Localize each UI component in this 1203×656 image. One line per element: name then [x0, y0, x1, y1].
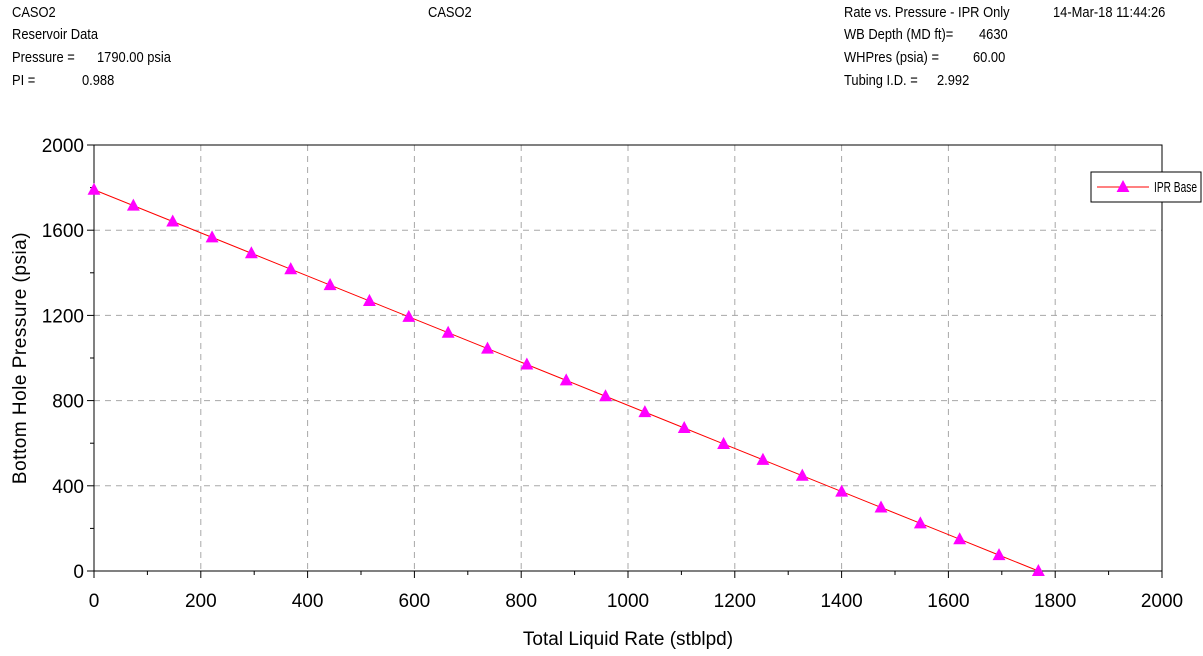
x-tick-label: 1600	[927, 591, 969, 612]
data-point-marker	[717, 436, 731, 449]
header-pi-value: 0.988	[82, 72, 115, 89]
header-pi-label: PI =	[12, 72, 36, 89]
data-point-marker	[953, 532, 967, 545]
data-point-marker	[205, 230, 219, 243]
y-tick-label: 400	[52, 477, 84, 498]
x-tick-label: 600	[399, 591, 431, 612]
y-tick-label: 800	[52, 392, 84, 413]
header-reservoir-data-title: Reservoir Data	[12, 26, 99, 43]
x-tick-label: 2000	[1141, 591, 1183, 612]
header-whpres-value: 60.00	[973, 49, 1006, 66]
data-point-marker	[874, 500, 888, 513]
x-tick-label: 0	[89, 591, 100, 612]
header-plot-title: Rate vs. Pressure - IPR Only	[844, 4, 1010, 21]
data-point-marker	[913, 516, 927, 529]
x-tick-label: 1000	[607, 591, 649, 612]
x-tick-label: 200	[185, 591, 217, 612]
x-tick-label: 1400	[820, 591, 862, 612]
legend-label: IPR Base	[1154, 179, 1197, 196]
header-case-name-center: CASO2	[428, 4, 472, 21]
y-tick-label: 0	[73, 562, 84, 583]
header-pressure-value: 1790.00 psia	[97, 49, 171, 66]
header-pressure-label: Pressure =	[12, 49, 75, 66]
header-whpres-label: WHPres (psia) =	[844, 49, 939, 66]
header-case-name-left: CASO2	[12, 4, 56, 21]
data-point-marker	[284, 262, 298, 275]
data-point-marker	[835, 484, 849, 497]
data-point-marker	[481, 341, 494, 354]
legend-marker-swatch	[1116, 180, 1130, 193]
header-wb-depth-value: 4630	[979, 26, 1008, 43]
data-point-marker	[992, 548, 1006, 561]
data-point-marker	[166, 214, 180, 227]
legend: IPR Base	[1090, 171, 1202, 203]
header-tubing-label: Tubing I.D. =	[844, 72, 918, 89]
grid-lines	[94, 145, 1162, 571]
data-point-marker	[441, 325, 455, 338]
y-axis-title: Bottom Hole Pressure (psia)	[10, 232, 31, 484]
data-point-marker	[244, 246, 258, 259]
data-point-marker	[599, 389, 612, 402]
data-point-marker	[638, 405, 652, 418]
x-tick-label: 1800	[1034, 591, 1076, 612]
y-tick-label: 2000	[42, 136, 84, 157]
data-point-marker	[559, 373, 573, 386]
data-point-marker	[323, 278, 337, 291]
axes: 0 200 400 600 800 1000 1200 1400 1600 1800 2000 0 40…	[42, 136, 1183, 612]
data-point-marker	[677, 421, 691, 434]
header-wb-depth-label: WB Depth (MD ft)=	[844, 26, 954, 43]
data-point-marker	[520, 357, 534, 370]
data-point-marker	[756, 452, 770, 465]
x-axis-title: Total Liquid Rate (stblpd)	[523, 629, 733, 650]
data-point-marker	[402, 309, 416, 322]
data-point-marker	[87, 182, 101, 195]
data-point-marker	[362, 293, 376, 306]
series-ipr-base	[87, 182, 1045, 577]
x-tick-label: 400	[292, 591, 324, 612]
header-timestamp: 14-Mar-18 11:44:26	[1053, 4, 1166, 21]
y-tick-label: 1200	[42, 306, 84, 327]
data-point-marker	[795, 468, 809, 481]
y-tick-label: 1600	[42, 221, 84, 242]
x-tick-label: 1200	[714, 591, 756, 612]
data-point-marker	[126, 198, 140, 211]
data-point-marker	[1031, 564, 1045, 577]
header-tubing-value: 2.992	[937, 72, 970, 89]
x-tick-label: 800	[505, 591, 537, 612]
